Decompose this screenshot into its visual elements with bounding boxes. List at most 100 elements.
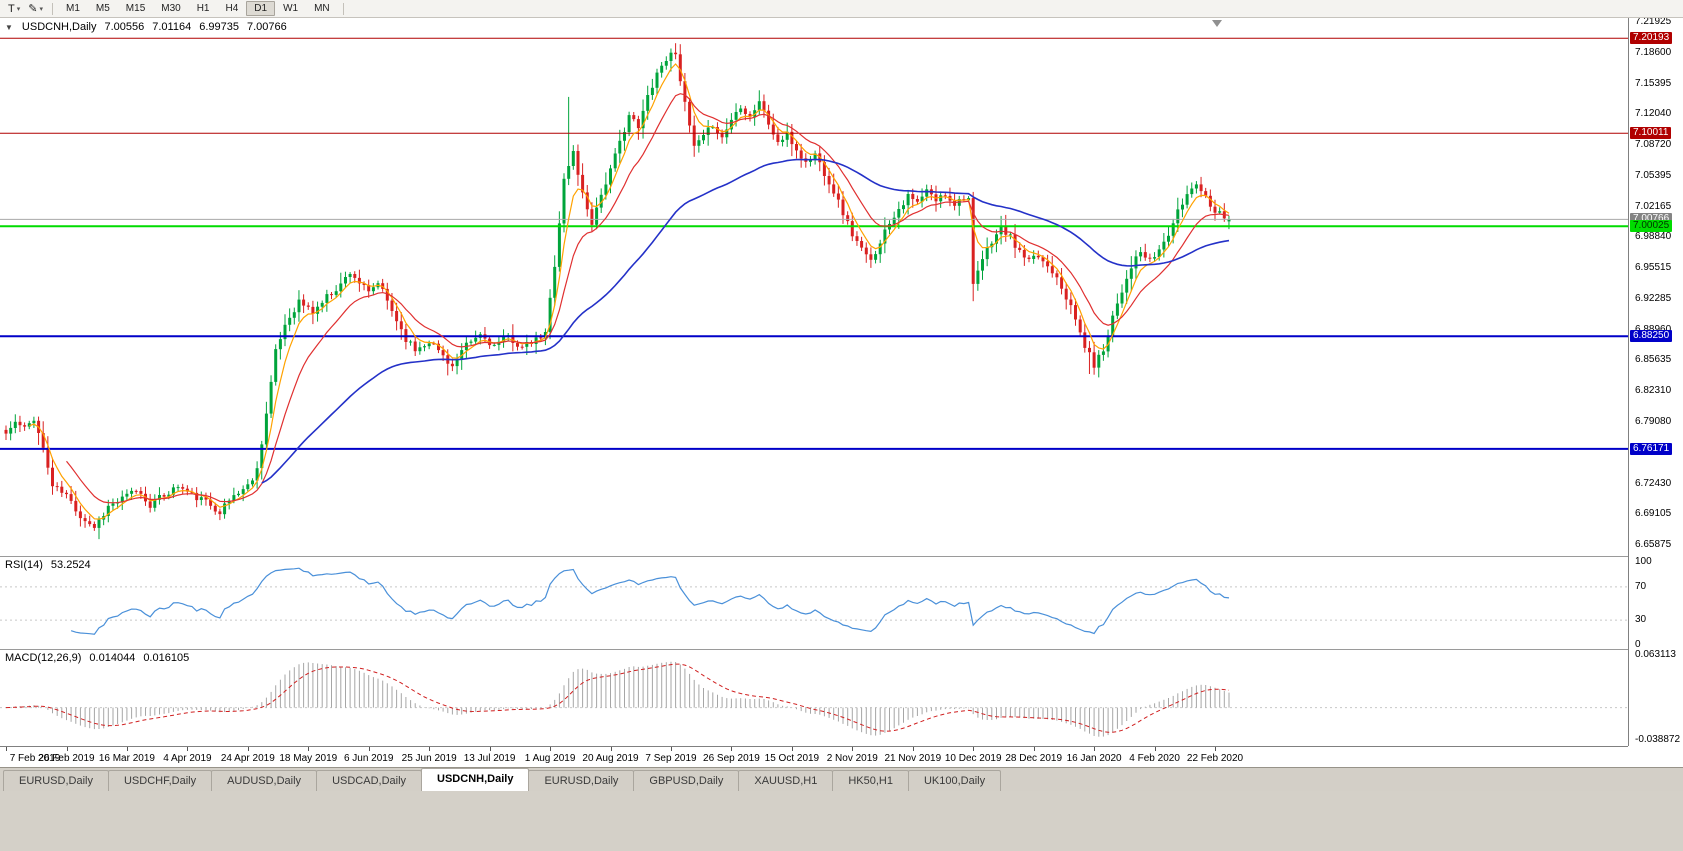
- time-label: 16 Jan 2020: [1066, 753, 1122, 764]
- price-tick-label: 6.79080: [1635, 415, 1672, 427]
- panel-splitter-rsi[interactable]: [0, 556, 1683, 557]
- time-label: 28 Dec 2019: [1005, 753, 1063, 764]
- time-label: 15 Oct 2019: [764, 753, 820, 764]
- rsi-panel-canvas[interactable]: [0, 556, 1628, 649]
- chart-window[interactable]: ▼ USDCNH,Daily 7.00556 7.01164 6.99735 7…: [0, 18, 1683, 767]
- time-label: 2 Nov 2019: [826, 753, 878, 764]
- chart-high-value: 7.01164: [152, 21, 192, 33]
- price-line-label: 6.76171: [1630, 442, 1673, 455]
- time-label: 4 Apr 2019: [163, 753, 212, 764]
- timeframe-button-m30[interactable]: M30: [161, 3, 181, 14]
- macd-panel-canvas[interactable]: [0, 649, 1628, 746]
- one-click-trading-arrow-icon[interactable]: ▼: [5, 22, 13, 32]
- price-tick-label: 7.08720: [1635, 139, 1672, 151]
- chart-tab-0[interactable]: EURUSD,Daily: [3, 770, 109, 791]
- timeframe-button-m5[interactable]: M5: [95, 3, 110, 14]
- toolbar: T ▾ ✎ ▾ M1 M5 M15 M30 H1 H4 D1 W1 MN: [0, 0, 1683, 18]
- time-tick: [66, 747, 68, 751]
- price-tick-label: 6.88960: [1635, 323, 1672, 335]
- time-tick: [187, 747, 189, 751]
- dropdown-caret-icon: ▾: [39, 5, 43, 13]
- chart-tab-3[interactable]: USDCAD,Daily: [316, 770, 423, 791]
- time-tick: [731, 747, 733, 751]
- macd-axis-label: 0.063113: [1635, 649, 1676, 660]
- time-tick: [610, 747, 612, 751]
- time-tick: [1215, 747, 1216, 751]
- chart-tabs-bar: EURUSD,Daily USDCHF,Daily AUDUSD,Daily USDC…: [0, 767, 1683, 791]
- chart-shift-marker-icon: [1212, 20, 1222, 27]
- timeframe-button-m1[interactable]: M1: [65, 3, 80, 14]
- time-label: 24 Apr 2019: [220, 753, 275, 764]
- rsi-label: RSI(14) 53.2524: [5, 559, 91, 571]
- macd-axis-label: -0.038872: [1635, 734, 1681, 745]
- price-tick-label: 6.92285: [1635, 292, 1672, 304]
- price-tick-label: 6.95515: [1635, 262, 1672, 274]
- time-tick: [973, 747, 975, 751]
- time-label: 21 Nov 2019: [884, 753, 942, 764]
- timeframe-button-w1[interactable]: W1: [283, 3, 299, 14]
- time-label: 4 Feb 2020: [1129, 753, 1180, 764]
- time-label: 26 Feb 2019: [38, 753, 95, 764]
- toolbar-separator: [51, 2, 53, 15]
- chart-tab-6[interactable]: GBPUSD,Daily: [633, 770, 740, 791]
- macd-signal-value: 0.016105: [143, 652, 190, 664]
- price-tick-label: 7.02165: [1635, 200, 1672, 212]
- timeframe-button-h4[interactable]: H4: [225, 3, 239, 14]
- time-label: 25 Jun 2019: [401, 753, 457, 764]
- time-tick: [6, 747, 7, 751]
- panel-splitter-macd[interactable]: [0, 649, 1683, 650]
- timeframe-button-m15[interactable]: M15: [125, 3, 146, 14]
- time-label: 7 Feb 2019: [9, 753, 61, 764]
- chart-close-value: 7.00766: [246, 21, 287, 33]
- time-tick: [1154, 747, 1156, 751]
- time-tick: [912, 747, 914, 751]
- chart-tab-2[interactable]: AUDUSD,Daily: [211, 770, 318, 791]
- price-tick-label: 6.85635: [1635, 354, 1672, 366]
- time-tick: [852, 747, 854, 751]
- timeframe-button-mn[interactable]: MN: [314, 3, 330, 14]
- price-line-label: 7.10011: [1630, 127, 1672, 140]
- time-label: 13 Jul 2019: [463, 753, 516, 764]
- rsi-axis-label: 100: [1635, 556, 1652, 567]
- time-label: 22 Feb 2020: [1186, 753, 1244, 764]
- dropdown-caret-icon: ▾: [16, 5, 21, 13]
- time-axis[interactable]: 7 Feb 2019 26 Feb 2019 16 Mar 2019 4 Apr 20…: [0, 746, 1628, 767]
- drawing-tools-button[interactable]: ✎ ▾: [24, 1, 47, 17]
- price-tick-label: 7.15395: [1635, 77, 1672, 89]
- price-axis[interactable]: 7.21925 7.18600 7.15395 7.12040 7.08720 7.053…: [1628, 18, 1683, 746]
- time-label: 10 Dec 2019: [944, 753, 1002, 764]
- price-tick-label: 6.72430: [1635, 477, 1672, 489]
- time-tick: [791, 747, 793, 751]
- toolbar-separator: [342, 2, 344, 15]
- chart-low-value: 6.99735: [199, 21, 239, 33]
- time-tick: [247, 747, 249, 751]
- price-tick-label: 6.69105: [1635, 508, 1672, 520]
- chart-tab-7[interactable]: XAUUSD,H1: [738, 770, 834, 791]
- chart-open-value: 7.00556: [104, 21, 145, 33]
- price-tick-label: 6.98840: [1635, 231, 1672, 243]
- chart-tabs: EURUSD,Daily USDCHF,Daily AUDUSD,Daily USDC…: [3, 767, 1002, 791]
- rsi-axis-label: 30: [1635, 614, 1647, 626]
- price-tick-label: 7.21925: [1635, 18, 1672, 27]
- chart-tab-4[interactable]: USDCNH,Daily: [421, 768, 530, 791]
- text-cursor-tool-button[interactable]: T ▾: [4, 1, 24, 17]
- price-line-label: 6.88250: [1630, 330, 1673, 343]
- text-cursor-tool-icon: T: [8, 2, 15, 15]
- price-tick-label: 6.65875: [1635, 539, 1672, 550]
- rsi-indicator-name: RSI(14): [5, 559, 43, 571]
- chart-tab-9[interactable]: UK100,Daily: [907, 770, 1002, 791]
- time-label: 20 Aug 2019: [582, 753, 639, 764]
- candles-group: [4, 43, 1231, 540]
- time-label: 6 Jun 2019: [343, 753, 394, 764]
- chart-tab-1[interactable]: USDCHF,Daily: [107, 770, 213, 791]
- timeframe-button-h1[interactable]: H1: [196, 3, 210, 14]
- time-label: 1 Aug 2019: [524, 753, 576, 764]
- main-chart-canvas[interactable]: [0, 18, 1628, 556]
- chart-tab-8[interactable]: HK50,H1: [832, 770, 909, 791]
- rsi-indicator-value: 53.2524: [50, 559, 91, 571]
- price-line-label: 7.00025: [1630, 220, 1673, 233]
- time-tick: [368, 747, 370, 751]
- price-tick-label: 7.18600: [1635, 46, 1672, 58]
- timeframe-button-d1[interactable]: D1: [246, 1, 276, 16]
- chart-tab-5[interactable]: EURUSD,Daily: [528, 770, 635, 791]
